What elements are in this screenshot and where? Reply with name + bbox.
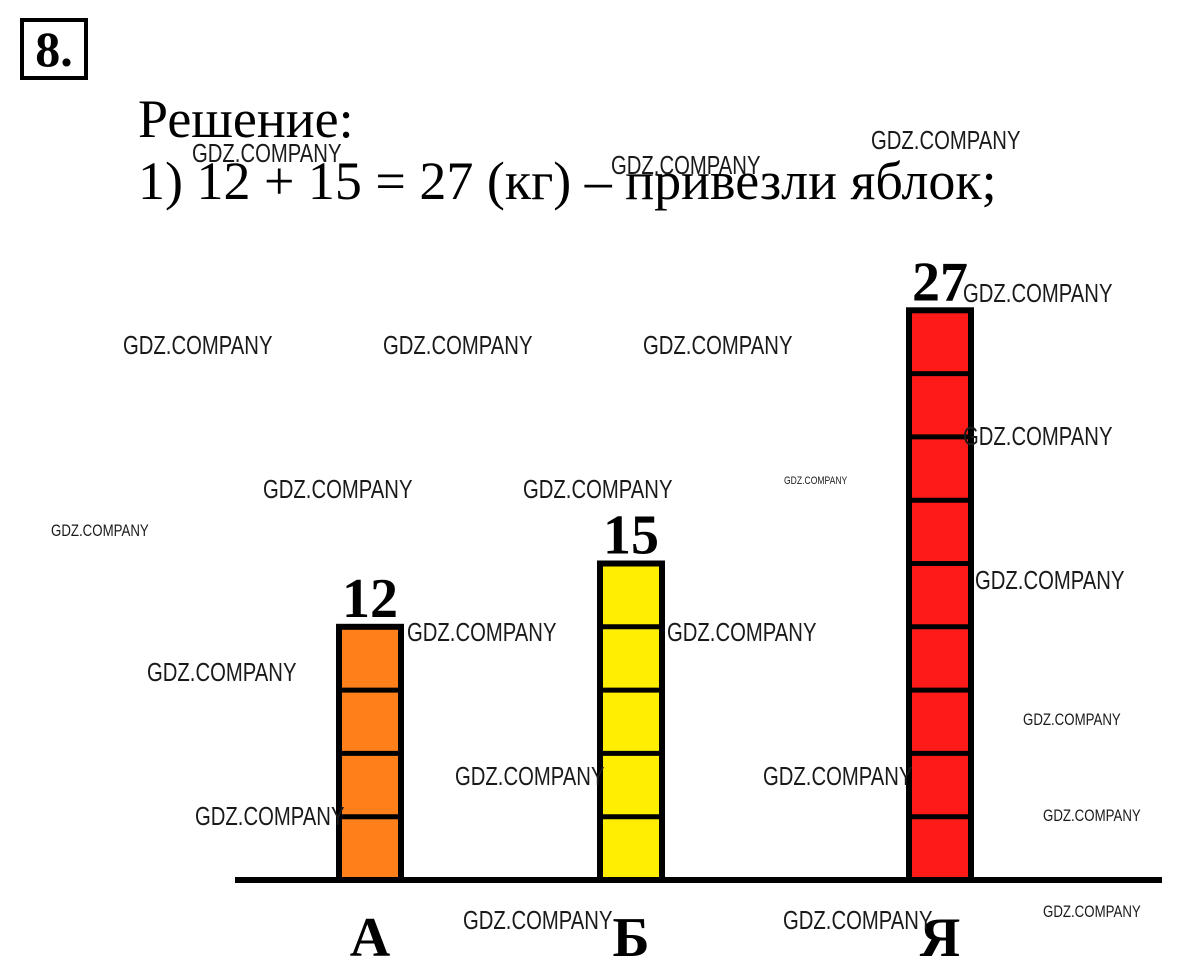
watermark: GDZ.COMPANY [263,474,413,504]
bar-value-label: 15 [603,505,659,567]
bar [597,560,665,883]
bar-value-label: 27 [912,251,968,313]
watermark: GDZ.COMPANY [51,521,149,540]
watermark: GDZ.COMPANY [1043,902,1141,921]
watermark: GDZ.COMPANY [123,330,273,360]
watermark: GDZ.COMPANY [1043,806,1141,825]
task-number: 8. [20,18,88,80]
watermark: GDZ.COMPANY [963,421,1113,451]
watermark: GDZ.COMPANY [667,617,817,647]
watermark: GDZ.COMPANY [192,138,342,168]
watermark: GDZ.COMPANY [783,905,933,935]
watermark: GDZ.COMPANY [611,150,761,180]
watermark: GDZ.COMPANY [1023,710,1121,729]
watermark: GDZ.COMPANY [975,565,1125,595]
watermark: GDZ.COMPANY [763,761,913,791]
watermark: GDZ.COMPANY [383,330,533,360]
solution-step-1: 1) 12 + 15 = 27 (кг) – привезли яблок; [138,151,997,211]
category-label: Я [920,907,960,969]
watermark: GDZ.COMPANY [195,801,345,831]
watermark: GDZ.COMPANY [871,125,1021,155]
watermark: GDZ.COMPANY [147,657,297,687]
watermark: GDZ.COMPANY [643,330,793,360]
watermark: GDZ.COMPANY [523,474,673,504]
bar-value-label: 12 [342,568,398,630]
watermark: GDZ.COMPANY [455,761,605,791]
watermark: GDZ.COMPANY [463,905,613,935]
watermark: GDZ.COMPANY [963,278,1113,308]
bar [906,307,974,883]
watermark: GDZ.COMPANY [407,617,557,647]
category-label: Б [612,907,649,969]
watermark: GDZ.COMPANY [784,475,848,487]
category-label: А [350,907,391,969]
solution-heading: Решение: [138,89,354,149]
